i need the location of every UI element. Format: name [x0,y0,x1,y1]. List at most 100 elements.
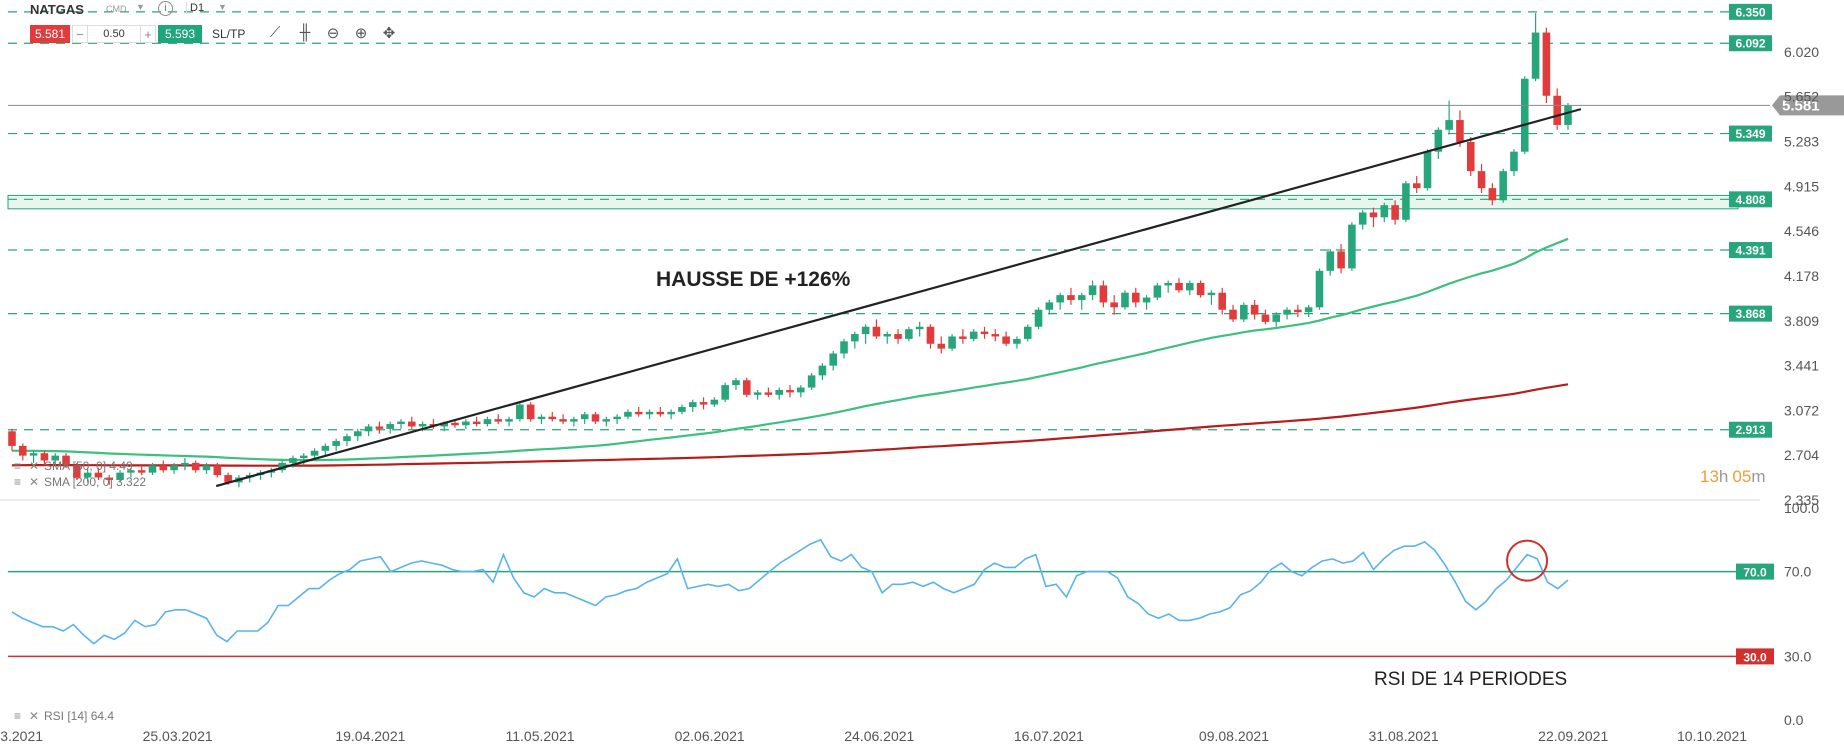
candle-body [494,419,503,422]
candle-body [721,385,729,400]
candle-body [1218,292,1227,310]
symbol-dropdown-icon[interactable]: ▼ [136,2,145,12]
candle-body [1013,338,1021,344]
candle-body [353,431,362,437]
candle-body [1499,171,1507,201]
candle-body [894,334,902,339]
trendline[interactable] [215,108,1582,488]
candle-body [1337,251,1345,269]
price-tick-label: 6.020 [1784,44,1819,60]
candle-body [1023,326,1032,339]
candle-body [1121,292,1129,308]
level-badge [1729,191,1772,208]
quantity-decrease-button[interactable]: − [72,25,88,43]
candle-body [678,406,686,412]
price-tick-label: 3.441 [1784,358,1819,374]
candle-body [408,421,416,427]
candle-body [753,392,762,395]
rsi-close-icon[interactable]: ✕ [29,709,39,723]
candle-body [797,387,805,393]
candle-body [1131,292,1140,303]
price-tick-label: 4.915 [1784,178,1819,194]
move-icon[interactable]: ✥ [382,25,396,42]
axes: 6.350 6.092 5.349 4.808 4.391 3.868 2.913 6.020… [0,3,1819,744]
zoom-out-icon[interactable]: ⊖ [326,25,340,42]
candle-timer: 13h 05m [1700,467,1765,486]
candle-body [1553,95,1561,125]
candle-body [699,402,708,405]
candle-body [1088,285,1097,296]
sma50-line[interactable] [11,237,1569,462]
candle-body [105,477,114,480]
sltp-button[interactable]: SL/TP [212,27,246,41]
indicator-menu-icon[interactable]: ≡ [14,459,21,473]
candle-body [62,455,70,466]
candle-body [1445,120,1453,130]
trend-line-icon[interactable]: ⟋ [269,24,281,41]
candle-body [591,414,600,422]
rsi-tick-label: 30.0 [1784,648,1811,664]
candle-body [137,470,146,473]
candle-body [1542,32,1551,96]
indicator-menu-icon[interactable]: ≡ [14,475,21,489]
quantity-increase-button[interactable]: + [140,25,156,43]
indicator-legend: SMA [50, 0] 4.49 [44,459,133,473]
indicator-close-icon[interactable]: ✕ [29,475,39,489]
candle-body [645,411,654,415]
candle-body [1272,314,1281,322]
candle-body [73,465,81,478]
candles-icon[interactable]: ╫ [299,24,311,41]
candle-body [1520,78,1529,152]
candle-body [840,341,848,354]
date-tick-label: 03.03.2021 [0,728,43,744]
candle-body [1067,295,1075,301]
timeframe-select[interactable]: D1 [186,2,207,14]
sell-price-button[interactable]: 5.581 [30,25,70,43]
candle-body [732,380,740,386]
candle-body [851,334,859,342]
candle-body [1283,309,1291,315]
candle-body [872,326,881,337]
rsi-menu-icon[interactable]: ≡ [14,709,21,723]
candle-body [1369,212,1378,218]
candle-body [440,422,449,427]
level-label: 3.868 [1735,307,1765,321]
rsi-level-badge [1736,648,1774,665]
level-badge [1729,305,1772,322]
price-tick-label: 5.652 [1784,89,1819,105]
candle-body [1358,212,1367,225]
candle-body [1531,32,1540,79]
rsi-level-label: 30.0 [1743,650,1767,664]
candle-body [775,389,783,395]
candle-body [1434,129,1443,152]
candle-body [926,326,935,344]
quantity-input[interactable]: 0.50 [88,25,140,43]
candle-body [1077,295,1086,301]
candle-body [1391,205,1399,220]
candle-body [278,462,286,471]
rsi-tick-label: 70.0 [1784,564,1811,580]
candle-body [1564,105,1572,125]
rsi-level-badge [1736,563,1774,580]
candle-body [580,414,589,420]
date-tick-label: 10.10.2021 [1677,728,1747,744]
indicator-close-icon[interactable]: ✕ [29,459,39,473]
candle-body [1250,304,1259,315]
symbol-label[interactable]: NATGAS [30,2,84,17]
candle-body [1304,307,1313,313]
support-zone[interactable] [7,194,1739,210]
candle-body [1142,297,1151,303]
candle-body [602,419,611,422]
timeframe-dropdown-icon[interactable]: ▼ [218,2,227,12]
zoom-in-icon[interactable]: ⊕ [354,25,368,42]
sma200-line[interactable] [11,383,1569,467]
info-icon[interactable]: i [158,1,173,16]
buy-price-button[interactable]: 5.593 [158,25,202,43]
candle-body [818,365,827,376]
rsi-line[interactable] [11,538,1569,645]
current-price-badge [1772,95,1844,116]
candle-body [1456,120,1464,142]
candle-body [397,421,405,425]
date-tick-label: 31.08.2021 [1369,728,1439,744]
